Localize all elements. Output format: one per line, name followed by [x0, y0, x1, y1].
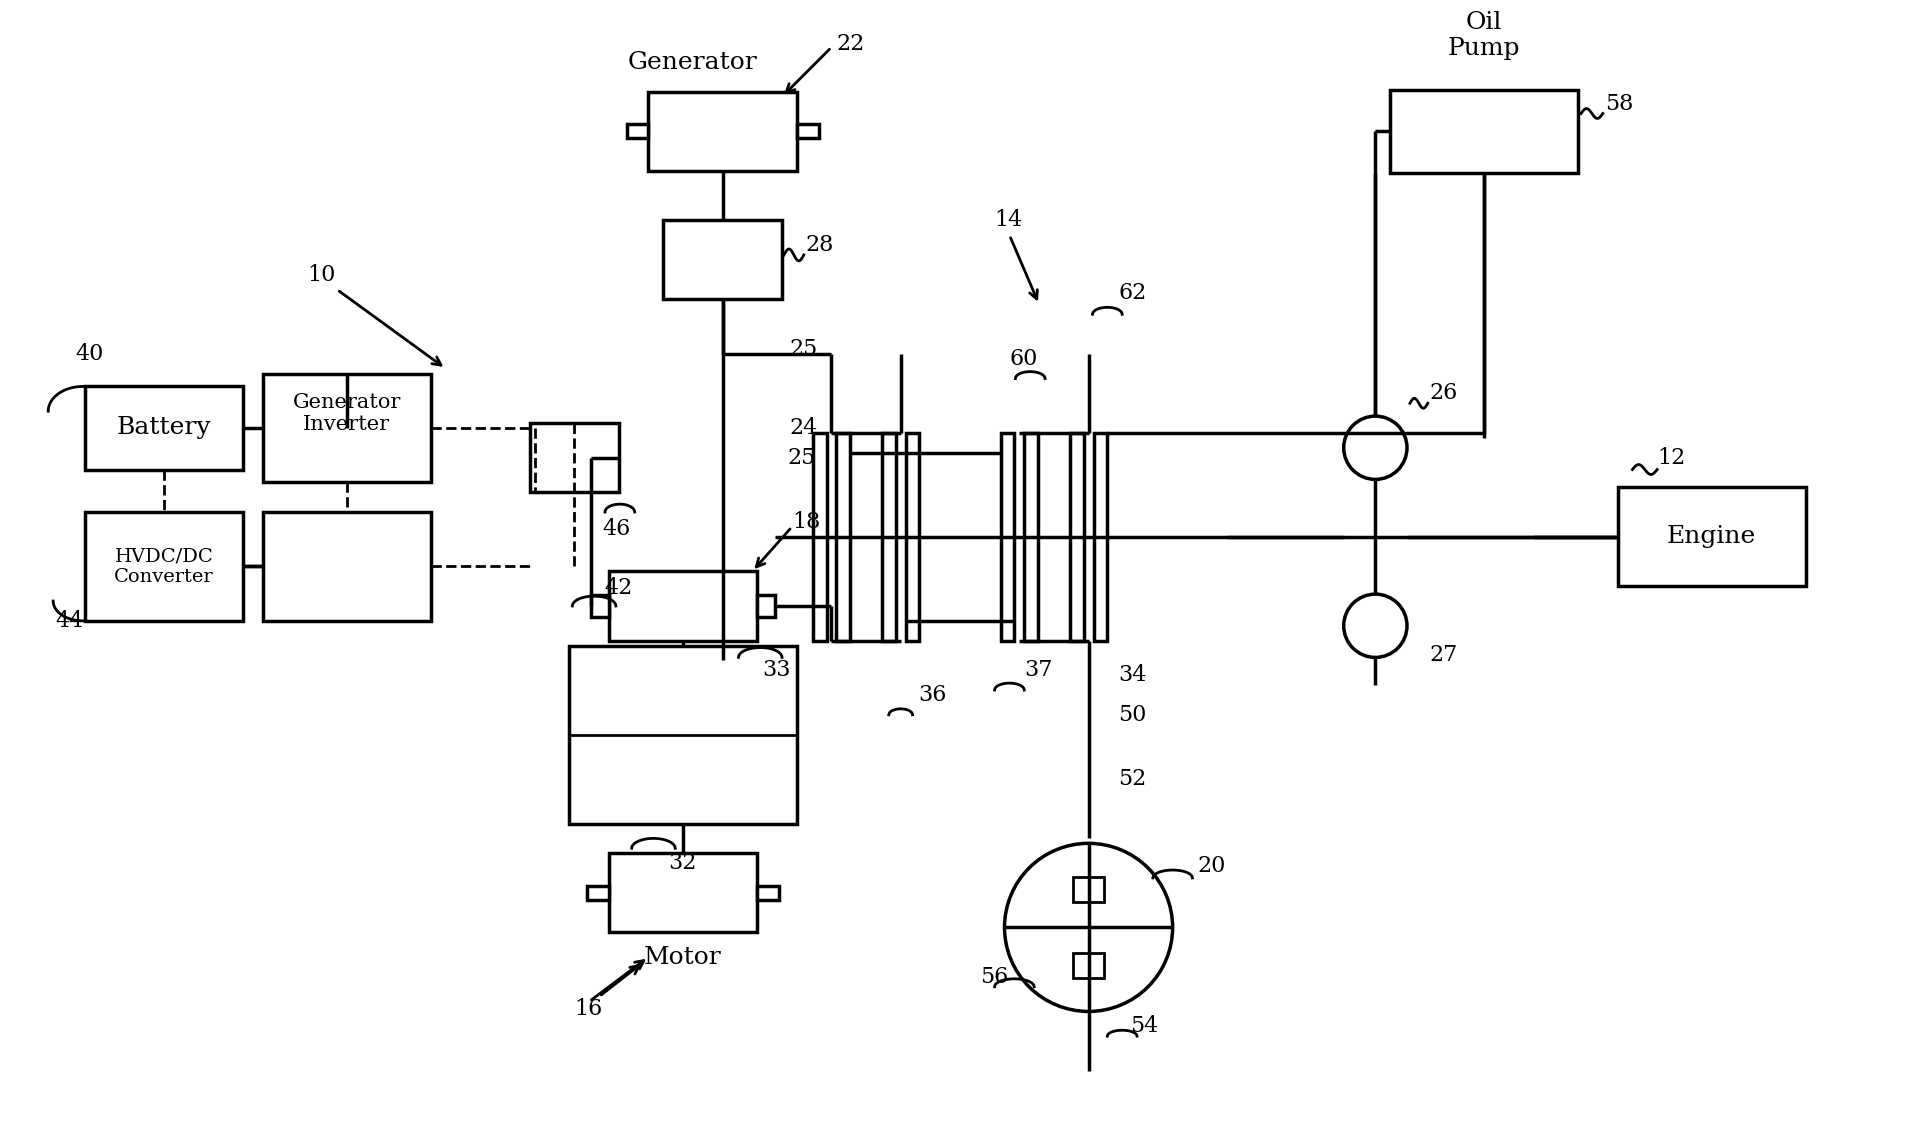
Bar	[530, 423, 619, 492]
Bar	[1001, 433, 1014, 641]
Text: 46: 46	[601, 518, 630, 540]
Bar	[836, 433, 851, 641]
Text: 24: 24	[790, 417, 818, 439]
Text: Generator
Inverter: Generator Inverter	[292, 392, 401, 433]
Text: 14: 14	[995, 210, 1022, 231]
Text: 28: 28	[805, 234, 834, 256]
Bar	[905, 433, 920, 641]
Bar	[592, 595, 609, 617]
Text: 58: 58	[1604, 92, 1633, 115]
Text: Generator: Generator	[628, 50, 759, 74]
Text: 60: 60	[1009, 348, 1037, 369]
Text: 18: 18	[791, 511, 820, 532]
Bar	[626, 124, 649, 138]
Text: 40: 40	[75, 343, 104, 365]
Bar	[263, 512, 430, 621]
Text: HVDC/DC
Converter: HVDC/DC Converter	[113, 547, 213, 586]
Text: 16: 16	[574, 999, 603, 1020]
Bar	[797, 124, 818, 138]
Bar	[609, 571, 757, 641]
Text: Motor: Motor	[644, 945, 722, 969]
Bar	[85, 512, 244, 621]
Text: 36: 36	[918, 684, 947, 706]
Text: 27: 27	[1429, 644, 1458, 667]
Text: 12: 12	[1658, 447, 1685, 469]
Bar	[1617, 487, 1806, 586]
Bar	[1024, 433, 1037, 641]
Bar	[882, 433, 895, 641]
Text: 20: 20	[1197, 855, 1226, 877]
Text: Oil
Pump: Oil Pump	[1448, 10, 1520, 60]
Text: 44: 44	[56, 610, 83, 632]
Text: 37: 37	[1024, 659, 1053, 682]
Bar	[757, 886, 780, 899]
Text: 34: 34	[1118, 665, 1147, 686]
Bar	[85, 386, 244, 470]
Bar	[1074, 877, 1105, 902]
Text: 56: 56	[980, 966, 1009, 988]
Text: 25: 25	[790, 337, 818, 360]
Bar	[263, 374, 430, 482]
Text: 32: 32	[669, 852, 697, 874]
Bar	[588, 886, 609, 899]
Bar	[569, 645, 797, 823]
Text: 42: 42	[603, 577, 632, 600]
Bar	[1070, 433, 1083, 641]
Text: 22: 22	[836, 33, 864, 55]
Bar	[609, 853, 757, 933]
Text: Engine: Engine	[1667, 526, 1756, 548]
Bar	[813, 433, 826, 641]
Text: 52: 52	[1118, 768, 1147, 790]
Bar	[649, 91, 797, 171]
Bar	[1391, 90, 1577, 173]
Text: 50: 50	[1118, 703, 1147, 726]
Bar	[1074, 953, 1105, 978]
Text: 25: 25	[788, 447, 815, 469]
Text: 26: 26	[1429, 382, 1458, 405]
Bar	[663, 220, 782, 300]
Text: 33: 33	[763, 659, 791, 682]
Text: 54: 54	[1131, 1016, 1158, 1037]
Bar	[1093, 433, 1106, 641]
Text: 10: 10	[307, 263, 336, 286]
Text: Battery: Battery	[117, 416, 211, 440]
Text: 62: 62	[1118, 282, 1147, 303]
Bar	[757, 595, 774, 617]
